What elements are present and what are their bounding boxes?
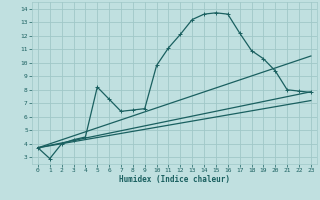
X-axis label: Humidex (Indice chaleur): Humidex (Indice chaleur) xyxy=(119,175,230,184)
